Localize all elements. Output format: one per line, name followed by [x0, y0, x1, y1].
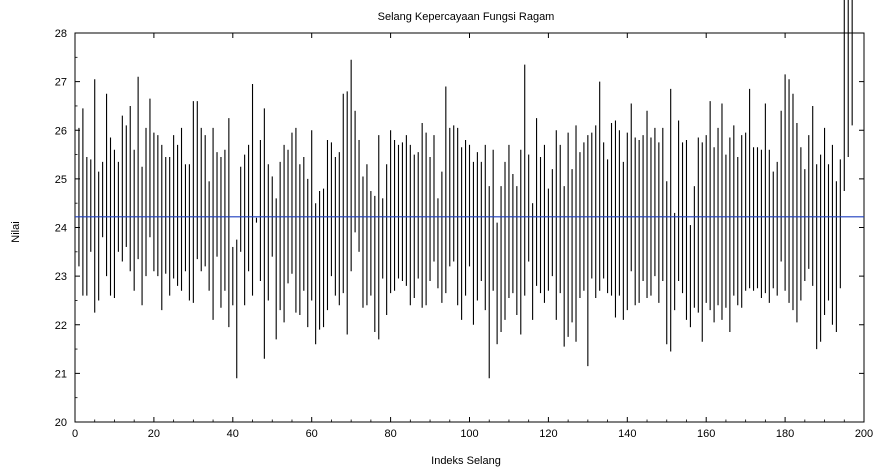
y-tick-label: 25 — [55, 174, 67, 186]
x-tick-label: 180 — [776, 428, 794, 440]
interval-bars — [78, 0, 853, 379]
y-axis: 20 21 22 23 24 25 26 27 28 — [55, 28, 864, 429]
x-tick-label: 0 — [72, 428, 78, 440]
chart-title: Selang Kepercayaan Fungsi Ragam — [378, 11, 555, 23]
y-tick-label: 21 — [55, 368, 67, 380]
x-tick-label: 60 — [306, 428, 318, 440]
y-tick-label: 20 — [55, 417, 67, 429]
x-tick-label: 40 — [227, 428, 239, 440]
x-tick-label: 200 — [855, 428, 873, 440]
x-tick-label: 140 — [618, 428, 636, 440]
y-tick-label: 23 — [55, 271, 67, 283]
x-axis-label: Indeks Selang — [431, 455, 501, 467]
y-tick-label: 26 — [55, 125, 67, 137]
y-tick-label: 28 — [55, 28, 67, 40]
y-tick-label: 24 — [55, 223, 67, 235]
x-axis: 0 20 40 60 80 100 120 140 160 180 200 — [72, 33, 873, 440]
x-tick-label: 80 — [384, 428, 396, 440]
y-tick-label: 27 — [55, 77, 67, 89]
x-tick-label: 100 — [460, 428, 478, 440]
x-tick-label: 160 — [697, 428, 715, 440]
x-tick-label: 20 — [148, 428, 160, 440]
y-axis-label: Nilai — [10, 221, 22, 242]
y-tick-label: 22 — [55, 320, 67, 332]
x-tick-label: 120 — [539, 428, 557, 440]
